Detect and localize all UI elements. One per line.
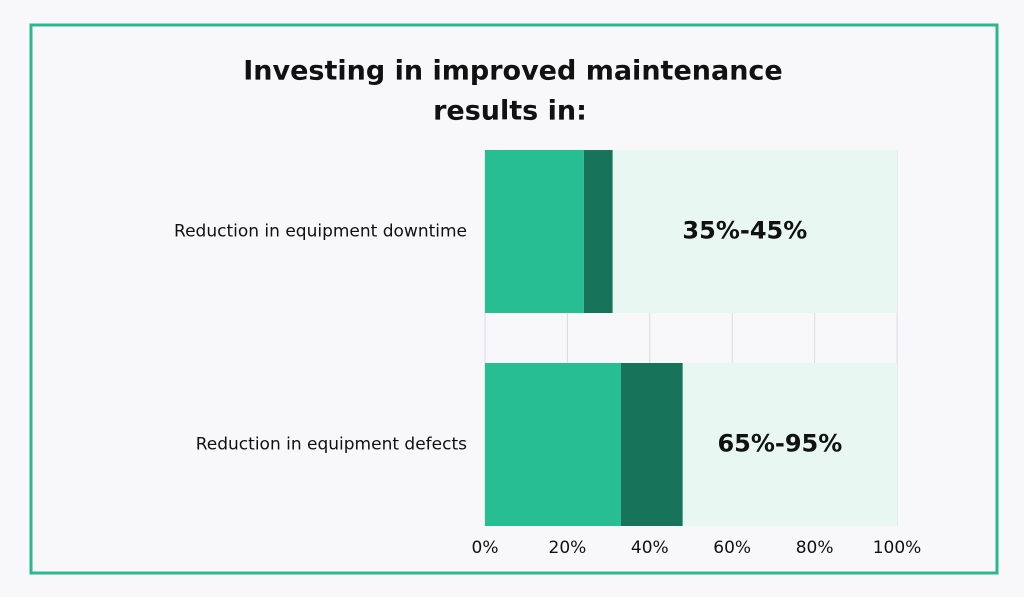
bar-segment	[682, 363, 897, 526]
bar-segment	[612, 150, 897, 313]
x-tick-label: 60%	[713, 538, 751, 558]
chart-title: Investing in improved maintenance	[243, 56, 783, 87]
bar-segment	[485, 150, 584, 313]
bar-segment	[583, 150, 613, 313]
bar-segment	[485, 363, 621, 526]
bar-segment	[620, 363, 683, 526]
x-tick-label: 80%	[796, 538, 834, 558]
chart-title: results in:	[433, 96, 587, 127]
category-label: Reduction in equipment downtime	[174, 222, 467, 242]
category-label: Reduction in equipment defects	[196, 435, 467, 455]
x-tick-label: 20%	[549, 538, 587, 558]
annotation: 65%-95%	[717, 430, 842, 458]
frame	[29, 23, 999, 575]
annotation: 35%-45%	[682, 217, 807, 245]
x-tick-label: 100%	[873, 538, 922, 558]
x-tick-label: 0%	[472, 538, 499, 558]
x-tick-label: 40%	[631, 538, 669, 558]
